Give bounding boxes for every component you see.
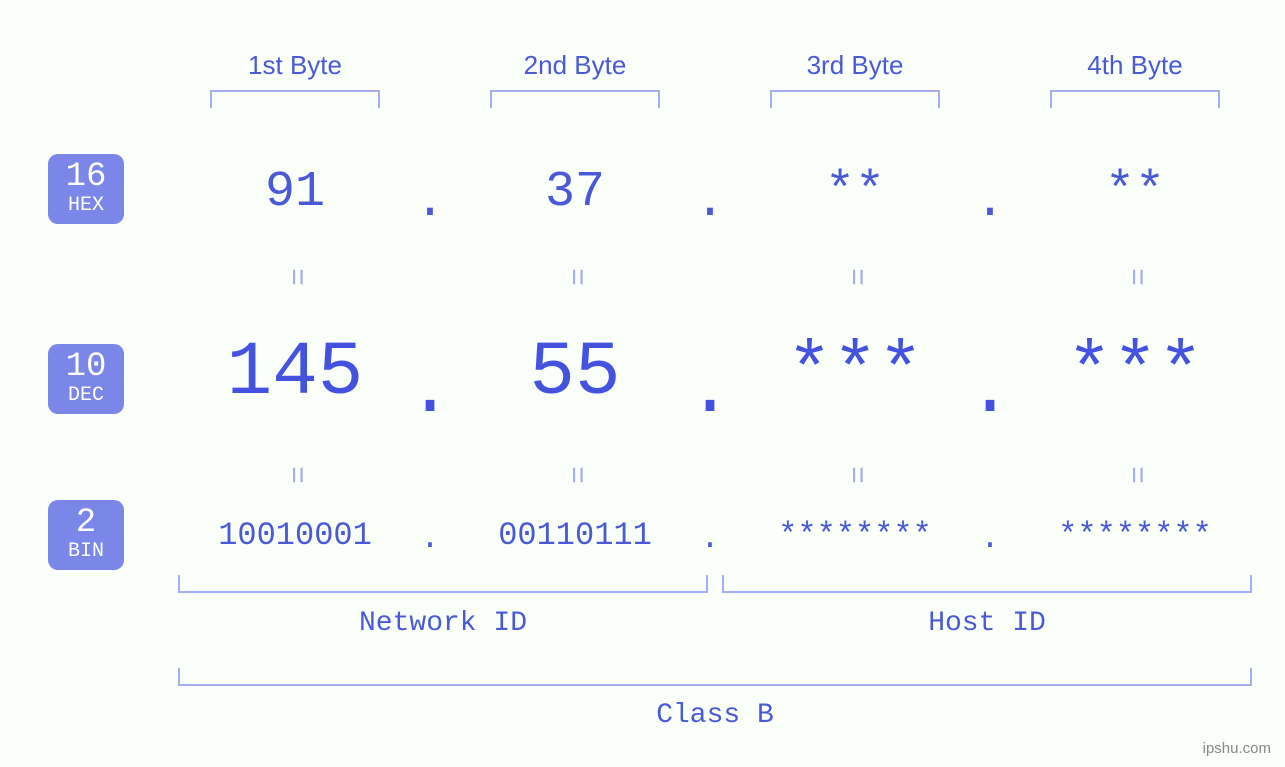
dec-badge-label: DEC	[48, 386, 124, 406]
hex-badge: 16 HEX	[48, 154, 124, 224]
hex-byte-2: 37	[545, 164, 605, 221]
col-bracket-3	[770, 90, 940, 108]
watermark: ipshu.com	[1203, 740, 1271, 757]
bin-badge: 2 BIN	[48, 500, 124, 570]
bin-dot-3: .	[980, 520, 999, 557]
col-bracket-4	[1050, 90, 1220, 108]
hex-badge-num: 16	[48, 160, 124, 194]
dec-dot-3: .	[967, 348, 1013, 434]
dec-byte-3: ***	[787, 330, 924, 416]
eq-dec-bin-2: =	[558, 466, 592, 484]
hex-dot-2: .	[695, 174, 725, 231]
hex-badge-label: HEX	[48, 196, 124, 216]
dec-badge: 10 DEC	[48, 344, 124, 414]
col-bracket-1	[210, 90, 380, 108]
col-header-3: 3rd Byte	[807, 50, 904, 81]
hex-byte-3: **	[825, 164, 885, 221]
dec-byte-4: ***	[1067, 330, 1204, 416]
bin-dot-2: .	[700, 520, 719, 557]
bin-byte-2: 00110111	[498, 517, 652, 554]
col-bracket-2	[490, 90, 660, 108]
eq-hex-dec-3: =	[838, 268, 872, 286]
bin-byte-1: 10010001	[218, 517, 372, 554]
bin-byte-4: ********	[1058, 517, 1212, 554]
host-id-bracket	[722, 575, 1252, 593]
dec-dot-2: .	[687, 348, 733, 434]
dec-byte-2: 55	[529, 330, 620, 416]
dec-dot-1: .	[407, 348, 453, 434]
bin-dot-1: .	[420, 520, 439, 557]
dec-byte-1: 145	[227, 330, 364, 416]
col-header-4: 4th Byte	[1087, 50, 1182, 81]
eq-dec-bin-3: =	[838, 466, 872, 484]
hex-byte-4: **	[1105, 164, 1165, 221]
col-header-1: 1st Byte	[248, 50, 342, 81]
hex-dot-1: .	[415, 174, 445, 231]
eq-dec-bin-1: =	[278, 466, 312, 484]
bin-badge-label: BIN	[48, 542, 124, 562]
hex-dot-3: .	[975, 174, 1005, 231]
eq-hex-dec-4: =	[1118, 268, 1152, 286]
class-bracket	[178, 668, 1252, 686]
network-id-bracket	[178, 575, 708, 593]
bin-byte-3: ********	[778, 517, 932, 554]
class-label: Class B	[656, 700, 774, 731]
eq-dec-bin-4: =	[1118, 466, 1152, 484]
bin-badge-num: 2	[48, 506, 124, 540]
col-header-2: 2nd Byte	[524, 50, 627, 81]
host-id-label: Host ID	[928, 608, 1046, 639]
eq-hex-dec-1: =	[278, 268, 312, 286]
eq-hex-dec-2: =	[558, 268, 592, 286]
dec-badge-num: 10	[48, 350, 124, 384]
network-id-label: Network ID	[359, 608, 527, 639]
hex-byte-1: 91	[265, 164, 325, 221]
